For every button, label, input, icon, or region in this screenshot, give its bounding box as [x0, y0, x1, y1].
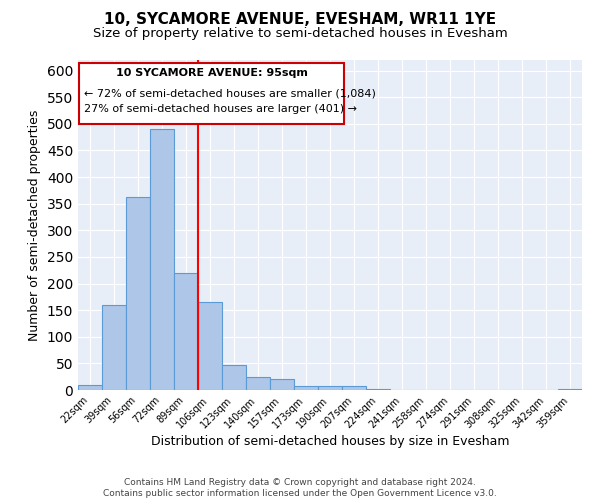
Bar: [558, 389, 582, 390]
Bar: [366, 389, 390, 390]
Text: 10, SYCAMORE AVENUE, EVESHAM, WR11 1YE: 10, SYCAMORE AVENUE, EVESHAM, WR11 1YE: [104, 12, 496, 28]
Bar: [102, 305, 126, 390]
Bar: [342, 386, 366, 390]
Bar: [198, 302, 222, 390]
Bar: [78, 384, 102, 390]
Text: ← 72% of semi-detached houses are smaller (1,084): ← 72% of semi-detached houses are smalle…: [84, 88, 376, 98]
Text: 10 SYCAMORE AVENUE: 95sqm: 10 SYCAMORE AVENUE: 95sqm: [116, 68, 308, 78]
Text: 27% of semi-detached houses are larger (401) →: 27% of semi-detached houses are larger (…: [84, 104, 357, 114]
Bar: [270, 380, 294, 390]
Bar: [222, 365, 246, 390]
Text: Contains HM Land Registry data © Crown copyright and database right 2024.
Contai: Contains HM Land Registry data © Crown c…: [103, 478, 497, 498]
FancyBboxPatch shape: [79, 62, 344, 124]
Bar: [150, 128, 174, 390]
Bar: [126, 197, 150, 390]
Bar: [318, 386, 342, 390]
Text: Size of property relative to semi-detached houses in Evesham: Size of property relative to semi-detach…: [92, 28, 508, 40]
Bar: [294, 386, 318, 390]
X-axis label: Distribution of semi-detached houses by size in Evesham: Distribution of semi-detached houses by …: [151, 436, 509, 448]
Bar: [246, 376, 270, 390]
Y-axis label: Number of semi-detached properties: Number of semi-detached properties: [28, 110, 41, 340]
Bar: [174, 273, 198, 390]
